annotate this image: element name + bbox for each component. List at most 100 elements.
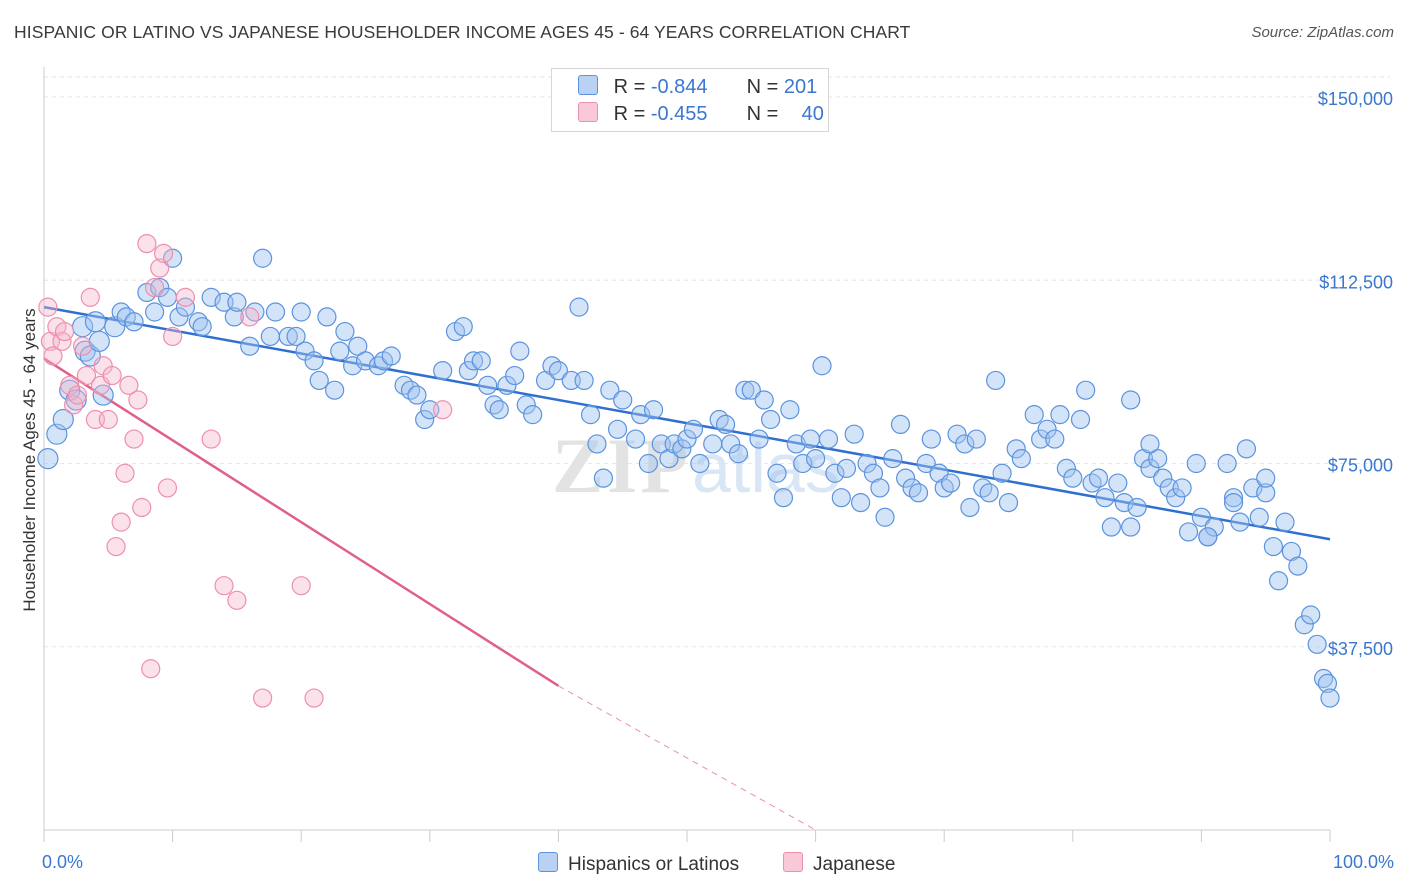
point-hispanic — [463, 351, 484, 371]
point-hispanic — [227, 292, 247, 312]
point-hispanic — [104, 316, 126, 338]
point-hispanic — [760, 409, 781, 430]
point-hispanic — [1063, 468, 1083, 488]
point-hispanic — [875, 507, 895, 527]
point-hispanic — [37, 448, 59, 470]
point-hispanic — [966, 429, 986, 449]
chart-title: HISPANIC OR LATINO VS JAPANESE HOUSEHOLD… — [14, 22, 911, 42]
point-hispanic — [941, 473, 961, 493]
point-japanese — [144, 277, 165, 298]
point-hispanic — [415, 409, 435, 430]
y-axis-label: Householder Income Ages 45 - 64 years — [20, 308, 39, 612]
point-hispanic — [150, 277, 170, 298]
point-japanese — [201, 429, 221, 449]
bottom-legend-swatch-japanese — [783, 852, 803, 872]
point-hispanic — [144, 302, 165, 322]
point-japanese — [111, 512, 131, 532]
point-hispanic — [818, 429, 839, 449]
point-hispanic — [812, 356, 832, 376]
point-japanese — [214, 576, 234, 596]
bottom-legend-swatch-hispanic — [538, 852, 558, 872]
point-hispanic — [1050, 405, 1070, 425]
legend-n-value: 201 — [783, 76, 818, 98]
point-hispanic — [672, 439, 692, 459]
x-tick-label-end: 100.0% — [1333, 852, 1394, 872]
point-hispanic — [1294, 615, 1314, 635]
legend-box: R = -0.844 N = 201 R = -0.455 N = 40 — [551, 68, 829, 132]
point-japanese — [60, 375, 80, 395]
point-hispanic — [458, 361, 478, 381]
point-japanese — [67, 385, 88, 405]
legend-swatch-japanese — [578, 102, 598, 122]
point-hispanic — [278, 326, 298, 347]
gridlines — [44, 76, 1390, 648]
point-hispanic — [1249, 507, 1269, 527]
point-hispanic — [992, 463, 1012, 483]
point-japanese — [433, 400, 453, 420]
point-japanese — [157, 478, 178, 498]
point-hispanic — [453, 317, 473, 337]
point-japanese — [102, 365, 122, 386]
point-japanese — [163, 326, 183, 347]
bottom-legend-label-japanese: Japanese — [813, 854, 896, 875]
point-hispanic — [998, 492, 1019, 513]
point-hispanic — [574, 370, 594, 391]
point-hispanic — [1127, 497, 1147, 518]
point-japanese — [150, 258, 170, 278]
bottom-legend-hispanic: Hispanics or Latinos — [538, 852, 739, 876]
point-japanese — [43, 346, 63, 366]
point-hispanic — [88, 330, 110, 352]
point-hispanic — [955, 434, 975, 454]
point-hispanic — [1121, 390, 1141, 410]
point-hispanic — [1031, 429, 1051, 449]
point-hispanic — [921, 429, 941, 449]
point-hispanic — [1121, 517, 1141, 537]
y-tick-label: $112,500 — [1319, 272, 1393, 292]
point-hispanic — [703, 434, 723, 454]
point-japanese — [106, 536, 126, 557]
x-tick-label-start: 0.0% — [42, 852, 83, 872]
point-hispanic — [677, 429, 697, 449]
point-hispanic — [510, 341, 530, 361]
point-hispanic — [163, 248, 183, 268]
point-japanese — [137, 234, 157, 254]
point-hispanic — [1011, 449, 1031, 469]
point-hispanic — [749, 429, 769, 449]
point-hispanic — [1172, 478, 1192, 498]
point-hispanic — [1076, 380, 1096, 400]
point-hispanic — [1178, 522, 1199, 542]
point-japanese — [240, 307, 260, 327]
zipatlas-watermark: ZIP atlas — [552, 422, 840, 509]
point-hispanic — [124, 312, 144, 332]
point-hispanic — [831, 488, 851, 508]
point-hispanic — [793, 453, 813, 474]
point-hispanic — [523, 405, 543, 425]
point-hispanic — [325, 380, 345, 400]
legend-row-hispanic: R = -0.844 N = 201 — [578, 75, 817, 99]
point-hispanic — [1317, 673, 1338, 694]
point-hispanic — [407, 385, 427, 405]
point-hispanic — [471, 351, 491, 371]
point-hispanic — [754, 390, 774, 410]
point-hispanic — [1114, 492, 1134, 513]
point-hispanic — [947, 424, 967, 444]
point-hispanic — [505, 365, 525, 386]
legend-r-value: -0.844 — [650, 76, 708, 98]
point-hispanic — [683, 419, 704, 439]
point-japanese — [115, 463, 135, 483]
source-label: Source: ZipAtlas.com — [1251, 24, 1394, 41]
point-hispanic — [304, 351, 324, 371]
legend-r-label: R = — [613, 76, 646, 98]
point-hispanic — [169, 307, 189, 327]
point-hispanic — [786, 434, 806, 454]
point-hispanic — [1070, 409, 1091, 430]
point-hispanic — [343, 356, 363, 376]
point-hispanic — [844, 424, 864, 444]
point-hispanic — [286, 326, 306, 347]
point-hispanic — [1217, 453, 1237, 474]
point-hispanic — [291, 302, 311, 322]
point-hispanic — [1256, 483, 1276, 503]
point-hispanic — [580, 405, 601, 425]
point-hispanic — [548, 361, 569, 381]
point-hispanic — [883, 449, 903, 469]
